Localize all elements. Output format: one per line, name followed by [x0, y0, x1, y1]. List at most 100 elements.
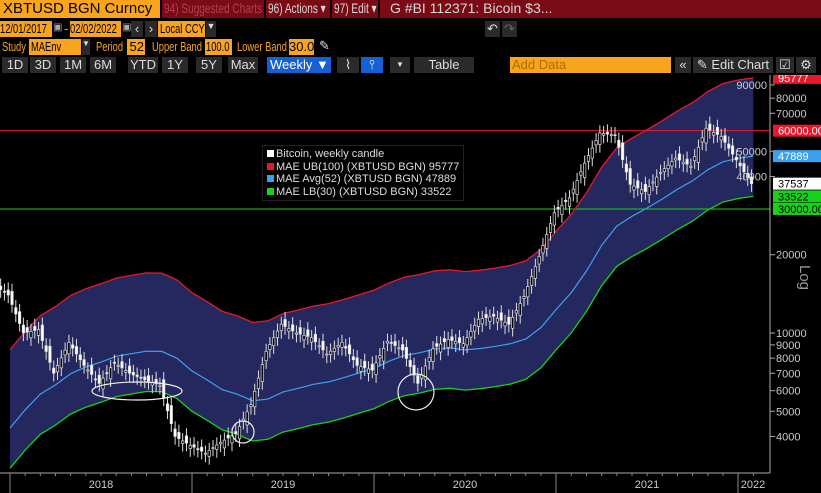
candle-body — [86, 369, 90, 372]
currency-select[interactable]: Local CCY — [158, 21, 205, 37]
candle-body — [636, 180, 640, 189]
candle-chart-button[interactable]: ⫯ — [361, 57, 383, 73]
candle-body — [708, 123, 712, 131]
candle-body — [556, 207, 560, 210]
edit-chart-button[interactable]: ✎ Edit Chart — [693, 57, 773, 73]
candle-body — [450, 336, 454, 341]
end-date-field[interactable]: 02/02/2022 — [70, 21, 121, 37]
candle-body — [564, 200, 568, 202]
study-label-text: Study — [2, 39, 26, 54]
candle-body — [188, 444, 192, 449]
period-label-text: Period — [96, 39, 124, 54]
y-tick-label: 5000 — [776, 406, 800, 418]
y-tick-label: 20000 — [776, 250, 807, 262]
candle-body — [416, 375, 420, 384]
candle-body — [37, 329, 41, 336]
redo-button[interactable]: ↷ — [502, 21, 517, 37]
candle-body — [454, 341, 458, 345]
candle-body — [401, 344, 405, 351]
legend-swatch — [267, 187, 274, 195]
candle-body — [374, 362, 378, 376]
candle-body — [681, 161, 685, 165]
candle-body — [624, 163, 628, 173]
calendar-icon[interactable]: ▣ — [53, 22, 63, 33]
price-label-box — [773, 190, 821, 203]
start-date-field[interactable]: 12/01/2017 — [0, 21, 52, 37]
candle-body — [63, 349, 67, 356]
period-button-ytd[interactable]: YTD — [128, 57, 158, 73]
edit-chart-label: Edit Chart — [711, 57, 770, 72]
y-tick-label: 90000 — [736, 80, 767, 92]
frequency-select[interactable]: Weekly ▼ — [267, 57, 331, 73]
candle-body — [135, 374, 139, 377]
candle-body — [571, 188, 575, 194]
candle-body — [347, 344, 352, 355]
candle-body — [256, 377, 261, 389]
candle-body — [55, 365, 60, 373]
study-select[interactable]: MAEnv — [29, 39, 81, 55]
frequency-text: Weekly ▼ — [270, 57, 329, 72]
ticker-text: XBTUSD BGN Curncy — [3, 0, 153, 17]
actions-menu[interactable]: 96) Actions ▾ — [266, 0, 330, 18]
period-button-6m[interactable]: 6M — [90, 57, 116, 73]
candle-body — [264, 351, 268, 362]
candle-body — [541, 245, 545, 254]
table-button[interactable]: Table — [414, 57, 474, 73]
period-button-1d[interactable]: 1D — [2, 57, 28, 73]
candle-body — [33, 325, 37, 331]
period-button-1m[interactable]: 1M — [60, 57, 86, 73]
chevron-down-icon[interactable]: ▼ — [82, 39, 90, 55]
candle-body — [25, 327, 29, 333]
chart-type-dropdown[interactable]: ▼ — [390, 57, 410, 73]
gear-icon[interactable]: ⚙ — [796, 57, 816, 73]
legend-swatch — [267, 175, 274, 182]
suggested-charts-button[interactable]: 94) Suggested Charts — [162, 0, 264, 18]
candle-body — [397, 347, 401, 350]
lower-band-field[interactable]: 30.0 — [289, 39, 314, 55]
candle-body — [332, 347, 336, 352]
collapse-button[interactable]: « — [675, 57, 691, 73]
price-label: 47889 — [778, 151, 809, 163]
annotate-button[interactable]: ☑ — [776, 57, 794, 73]
candle-body — [651, 181, 655, 184]
candle-body — [495, 317, 499, 323]
edit-menu[interactable]: 97) Edit ▾ — [332, 0, 378, 18]
candle-body — [393, 341, 397, 346]
add-data-placeholder: Add Data — [512, 57, 567, 72]
edit-label: 97) Edit ▾ — [334, 0, 377, 16]
next-period-button[interactable]: › — [145, 21, 157, 37]
candle-body — [514, 310, 518, 314]
candle-body — [29, 330, 33, 339]
upper-band-label: Upper Band — [152, 39, 204, 54]
candle-body — [124, 370, 128, 373]
candle-body — [382, 348, 386, 362]
line-chart-button[interactable]: ⌇ — [337, 57, 359, 73]
period-button-5y[interactable]: 5Y — [196, 57, 222, 73]
candle-body — [253, 391, 257, 408]
chevron-down-icon[interactable]: ▼ — [206, 21, 216, 37]
undo-button[interactable]: ↶ — [485, 21, 500, 37]
price-label-box — [773, 150, 821, 163]
candle-body — [359, 366, 363, 372]
calendar-icon[interactable]: ▣ — [122, 22, 132, 33]
x-tick-label: 2018 — [89, 479, 113, 491]
table-label: Table — [428, 57, 460, 72]
pencil-icon: ✎ — [696, 57, 712, 72]
period-button-3d[interactable]: 3D — [30, 57, 56, 73]
candle-body — [723, 135, 727, 143]
news-headline[interactable]: G #BI 112371: Bicoin $3... — [380, 0, 821, 18]
candle-body — [423, 365, 427, 381]
candle-body — [317, 345, 321, 348]
period-button-1y[interactable]: 1Y — [162, 57, 188, 73]
period-field[interactable]: 52 — [127, 39, 145, 55]
candle-body — [67, 342, 71, 355]
pencil-icon[interactable]: ✎ — [319, 38, 330, 53]
annotation-circle — [397, 373, 435, 411]
upper-band-field[interactable]: 100.0 — [205, 39, 232, 55]
ticker-field[interactable]: XBTUSD BGN Curncy — [0, 0, 160, 18]
price-label-box — [773, 177, 821, 190]
prev-period-button[interactable]: ‹ — [131, 21, 143, 37]
period-button-max[interactable]: Max — [228, 57, 258, 73]
add-data-input[interactable]: Add Data — [510, 57, 671, 73]
